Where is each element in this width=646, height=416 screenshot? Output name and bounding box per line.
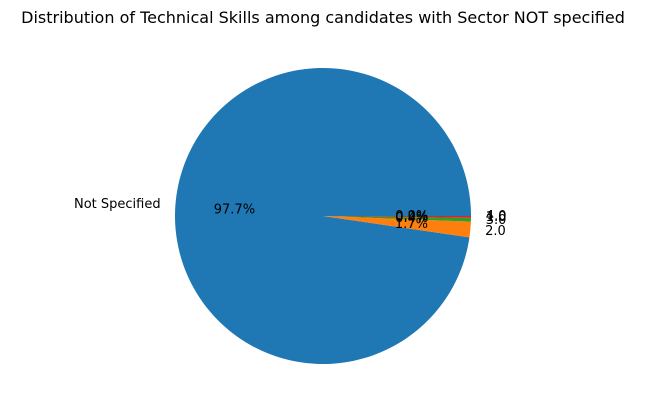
chart-title: Distribution of Technical Skills among c… [21, 8, 625, 27]
pie-slice-2-0 [323, 216, 471, 238]
pie-labels: Not Specified 97.7% 2.0 1.7% 3.0 0.4% 1.0 0.2% 4… [74, 197, 506, 239]
slice-label-1-0: 1.0 [486, 210, 507, 225]
pie-slice-not-specified [175, 68, 471, 365]
slice-label-not-specified: Not Specified [74, 197, 161, 212]
pie-slice-1-0 [323, 216, 471, 218]
pie-slices [175, 68, 471, 365]
slice-pct-label-not-specified: 97.7% [214, 203, 255, 218]
slice-pct-label-4-0: 0.0% [395, 209, 428, 224]
slice-label-3-0: 3.0 [486, 213, 507, 228]
slice-pct-label-3-0: 0.4% [395, 211, 428, 226]
slice-label-4-0: 4.0 [486, 209, 507, 224]
slice-pct-label-1-0: 0.2% [395, 210, 428, 225]
pie-slice-3-0 [323, 216, 471, 222]
slice-label-2-0: 2.0 [485, 224, 506, 239]
slice-pct-label-2-0: 1.7% [395, 217, 428, 232]
